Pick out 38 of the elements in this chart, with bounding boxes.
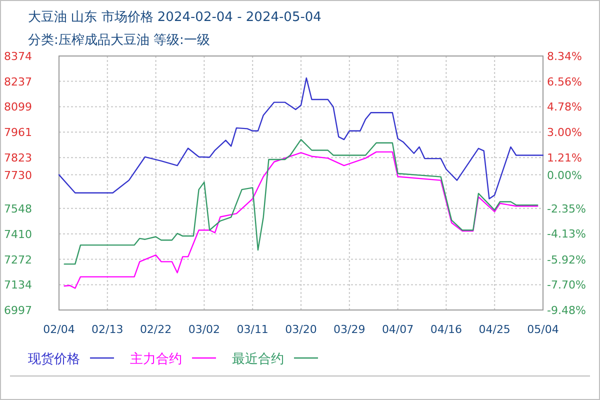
- y-tick-label: 7410: [4, 228, 32, 241]
- y2-tick-label: 6.56%: [547, 75, 582, 88]
- y2-tick-label: 8.34%: [547, 50, 582, 63]
- x-tick-label: 05/04: [527, 323, 559, 336]
- y-tick-label: 6997: [4, 304, 32, 317]
- y-tick-label: 7730: [4, 168, 32, 182]
- y2-tick-label: -2.35%: [547, 202, 586, 216]
- x-tick-label: 04/25: [478, 323, 510, 336]
- x-tick-label: 03/29: [334, 323, 366, 336]
- x-tick-label: 03/02: [188, 323, 220, 336]
- y2-tick-label: -4.13%: [547, 228, 586, 241]
- y2-tick-label: 4.78%: [547, 100, 582, 114]
- y-tick-label: 8099: [4, 100, 32, 114]
- y2-tick-label: 1.21%: [547, 152, 582, 165]
- x-tick-label: 04/16: [430, 323, 462, 336]
- y-tick-label: 8237: [4, 75, 32, 88]
- y2-tick-label: 0.00%: [547, 168, 582, 182]
- y-tick-label: 7823: [4, 152, 32, 165]
- y2-tick-label: -7.70%: [547, 278, 586, 292]
- legend-label: 最近合约: [232, 352, 284, 367]
- x-tick-label: 04/07: [382, 323, 414, 336]
- y-tick-label: 7961: [4, 126, 32, 140]
- y2-tick-label: 3.00%: [547, 126, 582, 140]
- y2-tick-label: -5.92%: [547, 253, 586, 266]
- y-tick-label: 7134: [4, 278, 32, 292]
- y-tick-label: 8374: [4, 50, 32, 63]
- x-tick-label: 02/13: [92, 323, 124, 336]
- x-tick-label: 02/22: [140, 323, 172, 336]
- x-tick-label: 03/20: [285, 323, 317, 336]
- y2-tick-label: -9.48%: [547, 304, 586, 317]
- subtitle: 分类:压榨成品大豆油 等级:一级: [28, 33, 210, 48]
- x-tick-label: 03/11: [236, 323, 268, 336]
- y-tick-label: 7272: [4, 253, 32, 266]
- legend-label: 主力合约: [130, 351, 182, 367]
- y-tick-label: 7548: [4, 202, 32, 216]
- legend-label: 现货价格: [28, 352, 80, 367]
- x-tick-label: 02/04: [43, 323, 75, 336]
- title: 大豆油 山东 市场价格 2024-02-04 - 2024-05-04: [28, 10, 322, 25]
